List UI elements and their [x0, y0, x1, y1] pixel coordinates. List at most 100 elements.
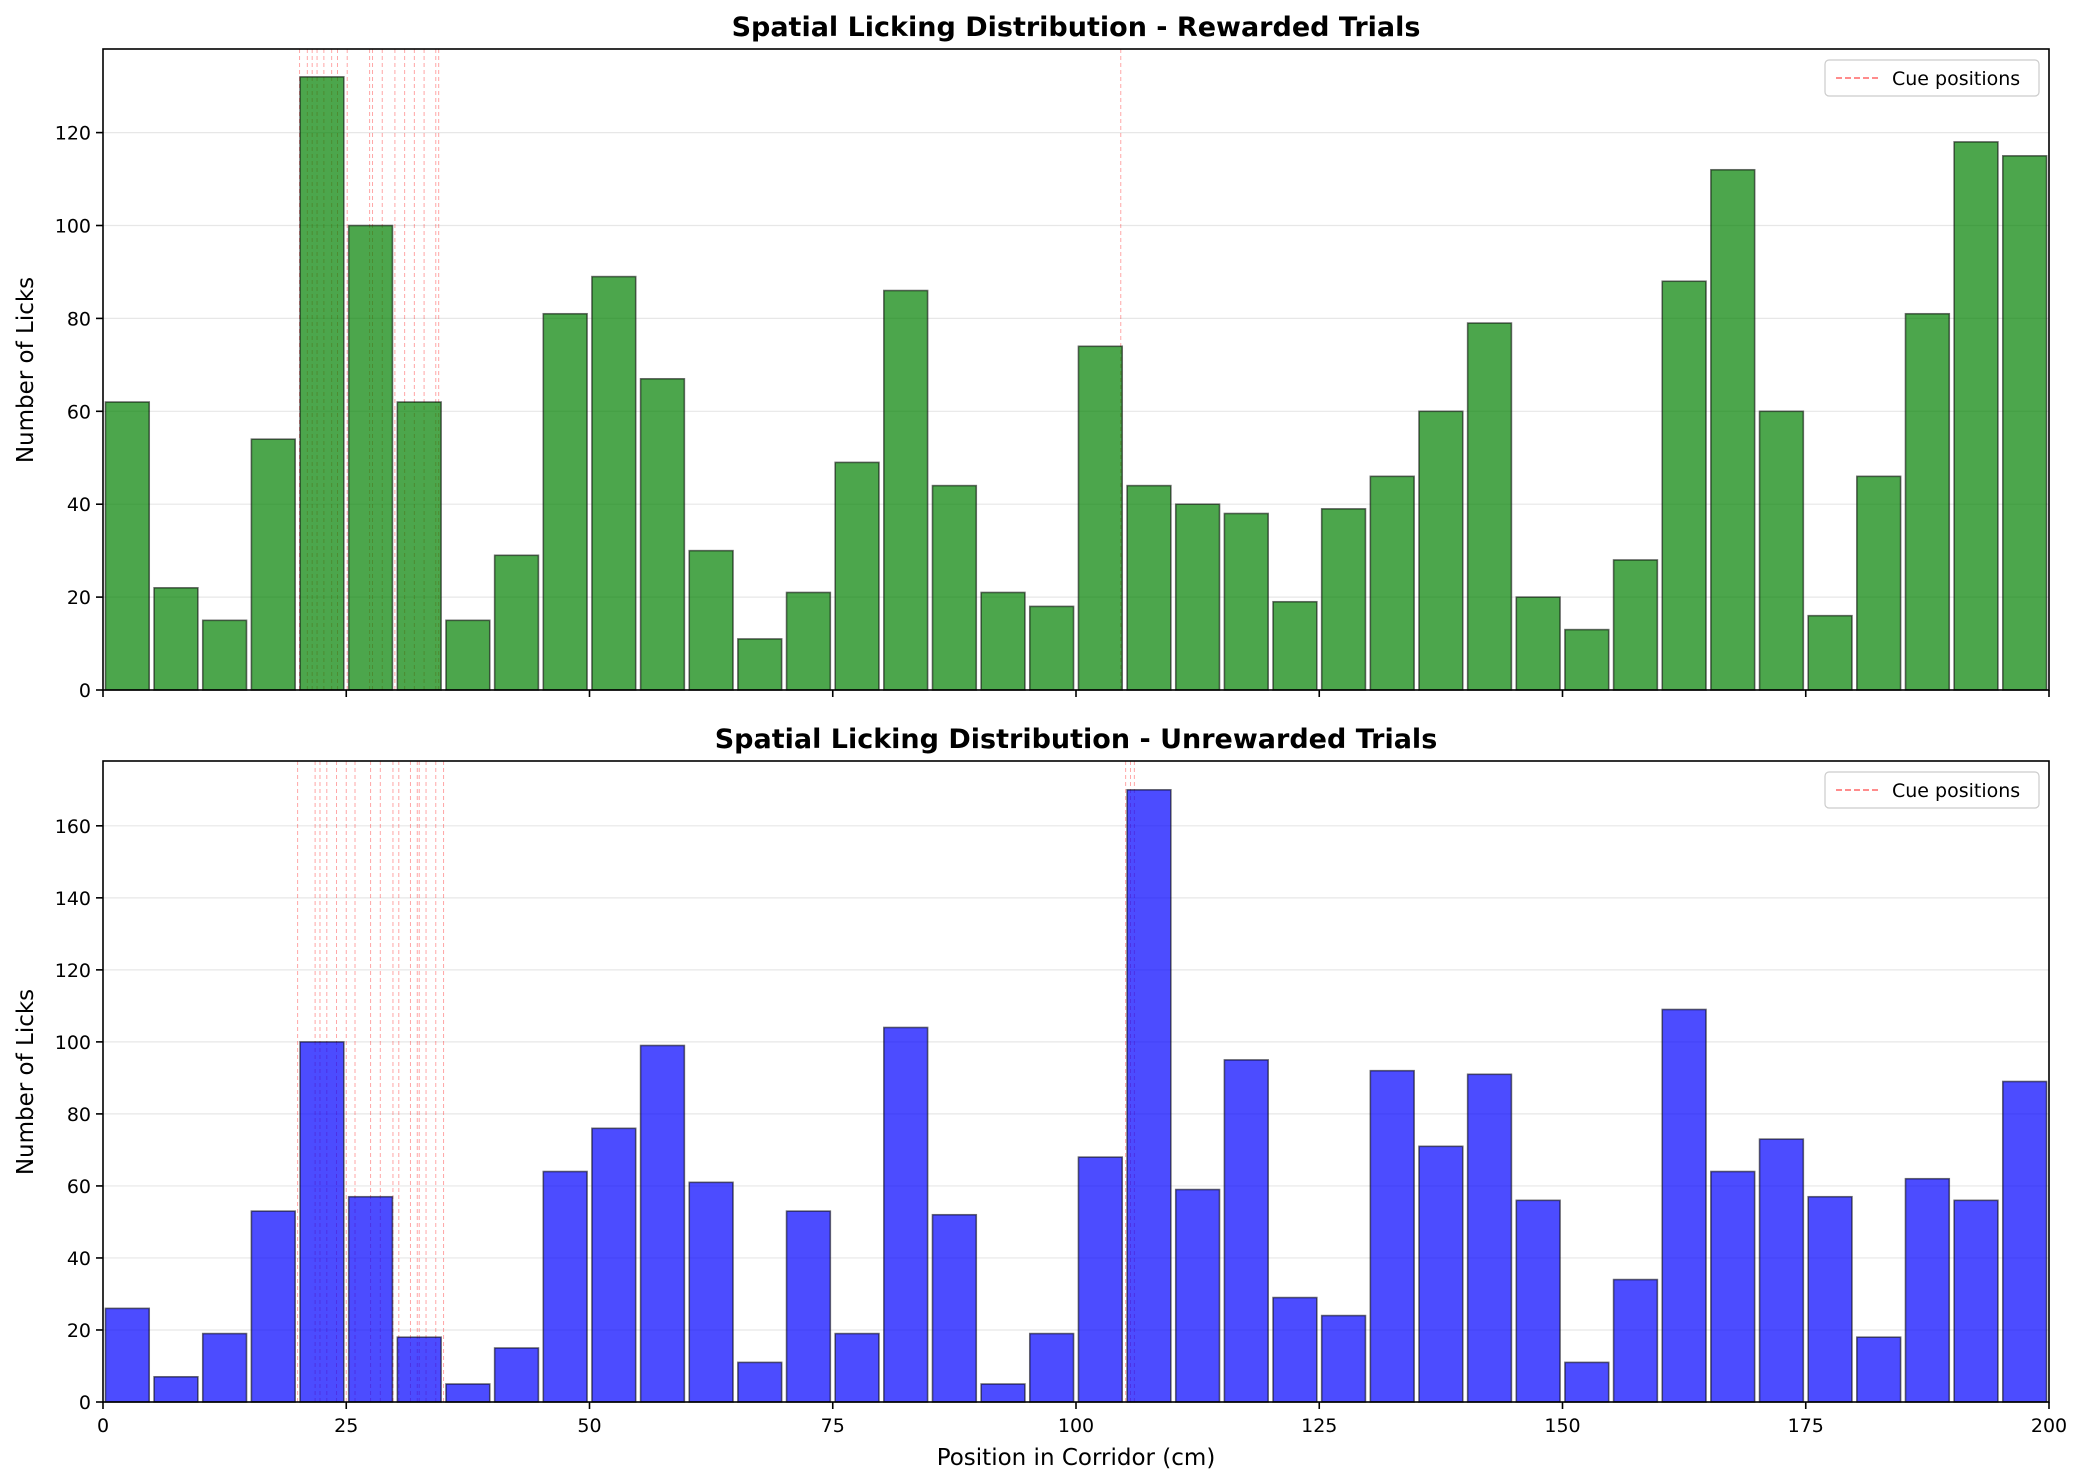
unrewarded-bar-17 — [931, 1213, 978, 1403]
unrewarded-bar-1 — [153, 1375, 199, 1403]
rewarded-bar-29 — [1515, 596, 1561, 691]
unrewarded-xlabel: Position in Corridor (cm) — [937, 1445, 1216, 1471]
unrewarded-bar-22 — [1174, 1188, 1221, 1403]
unrewarded-bar-35 — [1807, 1195, 1853, 1403]
unrewarded-title: Spatial Licking Distribution - Unrewarde… — [715, 724, 1438, 755]
unrewarded-bar-28 — [1466, 1073, 1513, 1403]
rewarded-bar-28 — [1466, 322, 1513, 691]
unrewarded-legend: Cue positions — [1824, 771, 2040, 809]
unrewarded-bar-27 — [1418, 1145, 1464, 1403]
rewarded-y-tick-label-6: 120 — [55, 123, 91, 145]
unrewarded-y-tick-label-7: 140 — [55, 888, 91, 910]
unrewarded-bar-13 — [737, 1361, 783, 1403]
rewarded-bar-20 — [1077, 345, 1124, 691]
unrewarded-bar-37 — [1904, 1177, 1951, 1403]
unrewarded-x-ticks: 0 25 50 75 100 125 150 175 200 — [97, 1402, 2067, 1437]
rewarded-legend-label: Cue positions — [1892, 68, 2020, 90]
rewarded-bar-23 — [1223, 512, 1269, 691]
unrewarded-y-tick-label-0: 0 — [79, 1392, 91, 1414]
unrewarded-bar-8 — [493, 1347, 540, 1403]
unrewarded-bar-36 — [1856, 1336, 1902, 1403]
unrewarded-y-tick-label-8: 160 — [55, 816, 91, 838]
unrewarded-bar-24 — [1272, 1296, 1318, 1403]
rewarded-legend-box — [1824, 59, 2040, 97]
unrewarded-bar-11 — [639, 1044, 686, 1403]
unrewarded-bar-6 — [396, 1336, 442, 1403]
unrewarded-bar-29 — [1515, 1199, 1561, 1403]
unrewarded-bar-32 — [1661, 1008, 1707, 1403]
unrewarded-x-tick-label-0: 0 — [97, 1415, 109, 1437]
rewarded-y-tick-label-3: 60 — [67, 401, 91, 423]
unrewarded-bar-39 — [2001, 1080, 2048, 1403]
rewarded-bar-39 — [2001, 155, 2048, 691]
unrewarded-x-tick-label-8: 200 — [2031, 1415, 2067, 1437]
unrewarded-legend-label: Cue positions — [1892, 780, 2020, 802]
rewarded-bar-36 — [1856, 475, 1902, 691]
rewarded-bar-34 — [1758, 410, 1805, 691]
rewarded-bar-7 — [445, 619, 491, 691]
unrewarded-panel: Spatial Licking Distribution - Unrewarde… — [13, 724, 2067, 1471]
unrewarded-bar-2 — [201, 1332, 248, 1403]
unrewarded-bar-15 — [834, 1332, 880, 1403]
rewarded-bar-37 — [1904, 312, 1951, 691]
rewarded-x-ticks — [102, 690, 2050, 697]
unrewarded-bar-10 — [591, 1127, 637, 1403]
unrewarded-x-tick-label-1: 25 — [334, 1415, 358, 1437]
rewarded-bar-30 — [1564, 628, 1610, 691]
rewarded-bar-18 — [980, 591, 1026, 691]
rewarded-bar-13 — [737, 638, 783, 691]
rewarded-title: Spatial Licking Distribution - Rewarded … — [732, 12, 1421, 43]
rewarded-bar-6 — [396, 401, 442, 691]
unrewarded-y-tick-label-2: 40 — [67, 1248, 91, 1270]
unrewarded-x-tick-label-2: 50 — [577, 1415, 601, 1437]
unrewarded-grid — [103, 825, 2049, 1403]
unrewarded-y-tick-label-4: 80 — [67, 1104, 91, 1126]
unrewarded-y-tick-label-5: 100 — [55, 1032, 91, 1054]
rewarded-bar-35 — [1807, 614, 1853, 691]
rewarded-y-ticks: 0 20 40 60 80 100 120 — [55, 123, 103, 702]
unrewarded-bar-5 — [347, 1195, 394, 1403]
rewarded-panel: Spatial Licking Distribution - Rewarded … — [13, 12, 2050, 702]
unrewarded-bar-38 — [1953, 1199, 1999, 1403]
rewarded-grid — [103, 132, 2049, 691]
unrewarded-bar-12 — [688, 1181, 734, 1403]
unrewarded-bar-4 — [299, 1041, 345, 1403]
rewarded-bar-12 — [688, 549, 734, 691]
rewarded-bar-21 — [1126, 484, 1172, 691]
rewarded-y-tick-label-1: 20 — [67, 587, 91, 609]
unrewarded-bar-33 — [1710, 1170, 1756, 1403]
rewarded-y-tick-label-0: 0 — [79, 680, 91, 702]
unrewarded-bars — [104, 789, 2048, 1403]
unrewarded-bar-20 — [1077, 1156, 1124, 1403]
rewarded-bar-27 — [1418, 410, 1464, 691]
rewarded-bar-2 — [201, 619, 248, 691]
rewarded-legend: Cue positions — [1824, 59, 2040, 97]
rewarded-bar-38 — [1953, 141, 1999, 691]
unrewarded-y-ticks: 0 20 40 60 80 100 120 140 160 — [55, 816, 103, 1414]
unrewarded-bar-31 — [1612, 1278, 1659, 1403]
unrewarded-bar-23 — [1223, 1059, 1269, 1403]
unrewarded-y-tick-label-3: 60 — [67, 1176, 91, 1198]
rewarded-y-tick-label-2: 40 — [67, 494, 91, 516]
rewarded-bar-8 — [493, 554, 540, 691]
rewarded-y-tick-label-4: 80 — [67, 308, 91, 330]
rewarded-bar-4 — [299, 76, 345, 691]
unrewarded-bar-3 — [250, 1210, 296, 1403]
rewarded-bar-3 — [250, 438, 296, 691]
unrewarded-bar-25 — [1320, 1314, 1367, 1403]
rewarded-bar-24 — [1272, 600, 1318, 691]
unrewarded-bar-16 — [883, 1026, 929, 1403]
unrewarded-legend-box — [1824, 771, 2040, 809]
unrewarded-bar-7 — [445, 1383, 491, 1403]
rewarded-bar-14 — [785, 591, 832, 691]
rewarded-bar-5 — [347, 224, 394, 691]
unrewarded-bar-19 — [1028, 1332, 1075, 1403]
rewarded-bar-1 — [153, 587, 199, 691]
unrewarded-bar-34 — [1758, 1138, 1805, 1403]
rewarded-bar-10 — [591, 275, 637, 691]
rewarded-ylabel: Number of Licks — [13, 277, 39, 463]
unrewarded-bar-0 — [104, 1307, 151, 1403]
unrewarded-y-tick-label-1: 20 — [67, 1320, 91, 1342]
rewarded-plot-frame — [102, 48, 2050, 691]
